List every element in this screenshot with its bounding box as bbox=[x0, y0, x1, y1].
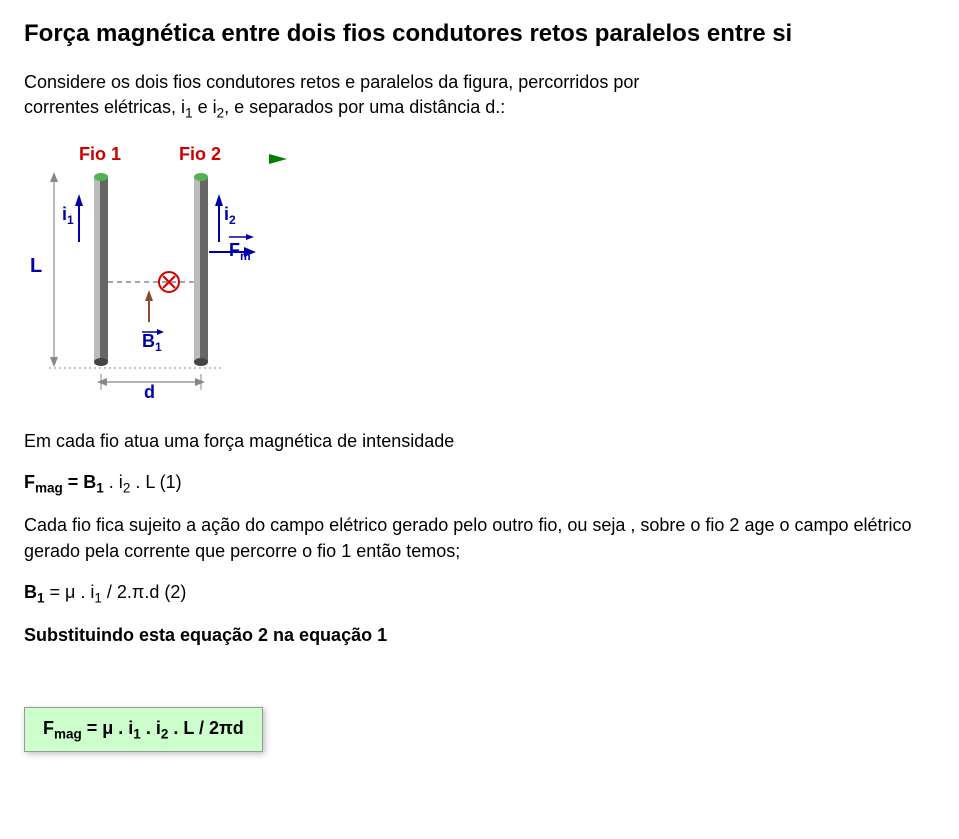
B1-label: B1 bbox=[142, 331, 162, 354]
diagram: Fio 1 Fio 2 L i1 i2 Fm bbox=[24, 142, 935, 407]
i1-label: i1 bbox=[62, 204, 74, 227]
paragraph-2: Cada fio fica sujeito a ação do campo el… bbox=[24, 513, 935, 563]
i2-label: i2 bbox=[224, 204, 236, 227]
intro-sub1: 1 bbox=[185, 106, 193, 121]
equation-2: B1 = μ . i1 / 2.π.d (2) bbox=[24, 582, 935, 606]
L-label: L bbox=[30, 255, 42, 277]
fio1-label: Fio 1 bbox=[79, 144, 121, 164]
d-label: d bbox=[144, 382, 155, 402]
equation-1: Fmag = B1 . i2 . L (1) bbox=[24, 472, 935, 496]
intro-sub2: 2 bbox=[217, 106, 225, 121]
substitution-text: Substituindo esta equação 2 na equação 1 bbox=[24, 623, 935, 648]
Fm-label: Fm bbox=[229, 240, 251, 263]
intro-paragraph: Considere os dois fios condutores retos … bbox=[24, 70, 935, 124]
final-equation-box: Fmag = μ . i1 . i2 . L / 2πd bbox=[24, 707, 263, 753]
page-title: Força magnética entre dois fios condutor… bbox=[24, 20, 935, 48]
force-text: Em cada fio atua uma força magnética de … bbox=[24, 429, 935, 454]
intro-line2a: correntes elétricas, i bbox=[24, 97, 185, 117]
fio2-label: Fio 2 bbox=[179, 144, 221, 164]
intro-line2b: e i bbox=[193, 97, 217, 117]
arrowhead-icon bbox=[269, 154, 287, 164]
intro-line2c: , e separados por uma distância d.: bbox=[224, 97, 505, 117]
intro-line1: Considere os dois fios condutores retos … bbox=[24, 72, 639, 92]
